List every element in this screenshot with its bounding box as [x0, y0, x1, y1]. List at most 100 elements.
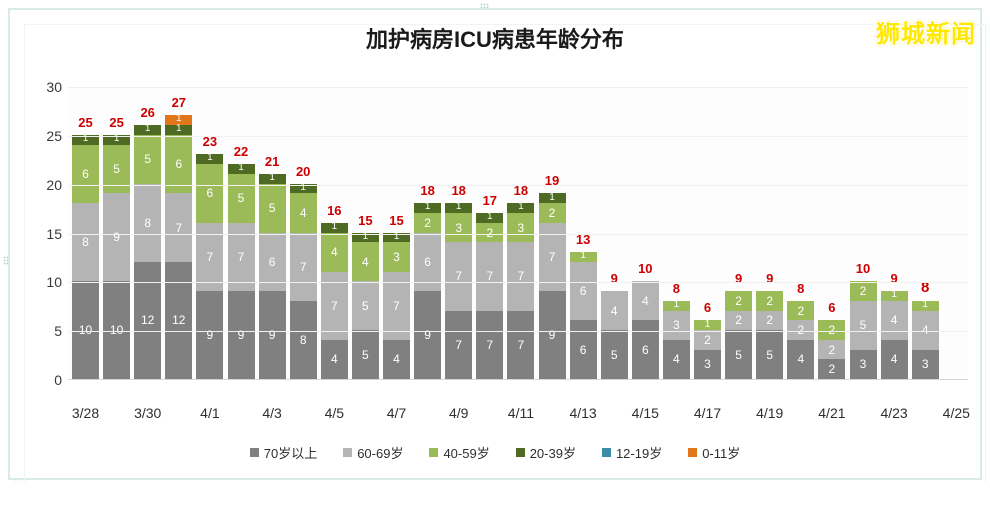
bar-segment[interactable]: 4 [320, 232, 348, 272]
bar-segment[interactable]: 2 [476, 222, 504, 243]
bar-segment[interactable]: 9 [538, 291, 566, 379]
bar-stack[interactable]: 4 6 10 [631, 261, 659, 379]
bar-segment[interactable]: 4 [351, 242, 379, 282]
bar-segment[interactable]: 2 [725, 291, 753, 311]
bar-segment[interactable]: 5 [134, 134, 162, 184]
legend-item-1[interactable]: 60-69岁 [343, 443, 403, 462]
bar-stack[interactable]: 1 3 4 8 [662, 281, 690, 379]
legend-item-5[interactable]: 0-11岁 [688, 443, 740, 462]
bar-segment[interactable]: 8 [72, 203, 99, 282]
bar-segment[interactable]: 2 [725, 310, 753, 331]
bar-segment[interactable]: 10 [103, 281, 131, 379]
bar-segment[interactable]: 1 [569, 251, 597, 262]
bar-segment[interactable]: 1 [911, 299, 939, 311]
bar-stack[interactable]: 1 3 7 7 18 [507, 183, 535, 379]
bar-segment[interactable]: 6 [196, 164, 224, 223]
bar-segment[interactable]: 1 [476, 212, 504, 223]
bar-segment[interactable]: 4 [631, 281, 659, 321]
bar-stack[interactable]: 1 4 5 5 15 [351, 213, 379, 379]
bar-segment[interactable]: 9 [414, 291, 442, 379]
bar-segment[interactable]: 2 [756, 310, 784, 331]
bar-segment[interactable]: 3 [694, 349, 721, 379]
bar-segment[interactable]: 1 [694, 319, 721, 331]
bar-segment[interactable]: 9 [227, 291, 255, 379]
bar-segment[interactable]: 1 [165, 114, 193, 126]
bar-segment[interactable]: 1 [72, 133, 99, 145]
bar-stack[interactable]: 1 2 7 7 17 [476, 193, 504, 379]
bar-segment[interactable]: 7 [445, 242, 473, 311]
legend-item-4[interactable]: 12-19岁 [601, 443, 662, 462]
bar-stack[interactable]: 1 2 7 9 19 [538, 173, 566, 379]
bar-stack[interactable]: 2 5 3 10 [849, 261, 877, 379]
bar-segment[interactable]: 1 [383, 231, 410, 243]
bar-segment[interactable]: 1 [662, 299, 690, 311]
bar-stack[interactable]: 1 5 7 9 22 [227, 144, 255, 379]
bar-stack[interactable]: 1 6 8 10 25 [72, 115, 99, 379]
bar-stack[interactable]: 1 4 3 8 [911, 279, 939, 379]
bar-segment[interactable]: 1 [196, 153, 224, 165]
bar-stack[interactable]: 1 6 7 9 23 [196, 134, 224, 379]
legend-item-0[interactable]: 70岁以上 [249, 443, 317, 462]
bar-stack[interactable]: 2 2 5 9 [756, 271, 784, 379]
bar-stack[interactable]: 1 3 7 7 18 [445, 183, 473, 379]
bar-segment[interactable]: 1 [103, 133, 131, 145]
bar-stack[interactable]: 2 2 2 6 [818, 300, 846, 379]
bar-stack[interactable]: 1 5 6 9 21 [258, 154, 286, 379]
bar-stack[interactable]: 1 4 4 9 [880, 271, 908, 379]
bar-segment[interactable]: 9 [196, 291, 224, 379]
bar-segment[interactable]: 8 [289, 300, 317, 379]
bar-stack[interactable]: 2 2 5 9 [725, 271, 753, 379]
bar-stack[interactable]: 1 5 9 10 25 [103, 115, 131, 379]
bar-stack[interactable]: 1 6 6 13 [569, 232, 597, 379]
bar-segment[interactable]: 5 [351, 330, 379, 379]
bar-stack[interactable]: 1 2 6 9 18 [414, 183, 442, 379]
bar-segment[interactable]: 7 [165, 193, 193, 262]
bar-segment[interactable]: 3 [911, 349, 939, 379]
bar-segment[interactable]: 5 [227, 173, 255, 223]
bar-segment[interactable]: 6 [165, 134, 193, 194]
bar-segment[interactable]: 2 [538, 203, 566, 223]
bar-segment[interactable]: 7 [445, 310, 473, 379]
bar-segment[interactable]: 4 [289, 193, 317, 233]
bar-stack[interactable]: 1 4 7 4 16 [320, 203, 348, 379]
bar-segment[interactable]: 5 [600, 330, 628, 379]
bar-segment[interactable]: 3 [662, 310, 690, 340]
bar-stack[interactable]: 1 4 7 8 20 [289, 164, 317, 379]
bar-segment[interactable]: 4 [320, 339, 348, 379]
bar-segment[interactable]: 4 [880, 300, 908, 340]
bar-segment[interactable]: 6 [569, 261, 597, 321]
legend-item-2[interactable]: 40-59岁 [429, 443, 490, 462]
bar-segment[interactable]: 3 [445, 212, 473, 243]
bar-segment[interactable]: 9 [258, 291, 286, 379]
bar-segment[interactable]: 4 [787, 339, 815, 379]
bar-segment[interactable]: 2 [787, 320, 815, 340]
bar-segment[interactable]: 3 [383, 242, 410, 272]
bar-segment[interactable]: 2 [818, 320, 846, 340]
bar-segment[interactable]: 10 [72, 281, 99, 379]
bar-segment[interactable]: 1 [165, 124, 193, 135]
bar-segment[interactable]: 7 [507, 310, 535, 379]
bar-segment[interactable]: 1 [289, 182, 317, 194]
bar-segment[interactable]: 1 [880, 290, 908, 301]
bar-segment[interactable]: 1 [507, 202, 535, 213]
bar-segment[interactable]: 1 [227, 163, 255, 174]
bar-segment[interactable]: 5 [849, 300, 877, 350]
bar-stack[interactable]: 1 2 3 6 [694, 300, 721, 379]
bar-segment[interactable]: 6 [72, 144, 99, 204]
bar-segment[interactable]: 5 [756, 330, 784, 379]
bar-segment[interactable]: 2 [818, 339, 846, 360]
bar-segment[interactable]: 1 [134, 124, 162, 135]
bar-segment[interactable]: 5 [725, 330, 753, 379]
bar-stack[interactable]: 1 5 8 12 26 [134, 105, 162, 379]
bar-segment[interactable]: 7 [289, 232, 317, 301]
bar-segment[interactable]: 4 [880, 339, 908, 379]
bar-segment[interactable]: 4 [911, 310, 939, 350]
bar-segment[interactable]: 6 [631, 320, 659, 379]
bar-segment[interactable]: 1 [258, 173, 286, 184]
bar-segment[interactable]: 4 [383, 339, 410, 379]
bar-stack[interactable]: 2 2 4 8 [787, 281, 815, 379]
bar-segment[interactable]: 5 [351, 281, 379, 331]
bar-stack[interactable]: 4 5 9 [600, 271, 628, 379]
bar-segment[interactable]: 7 [476, 242, 504, 311]
bar-segment[interactable]: 4 [662, 339, 690, 379]
